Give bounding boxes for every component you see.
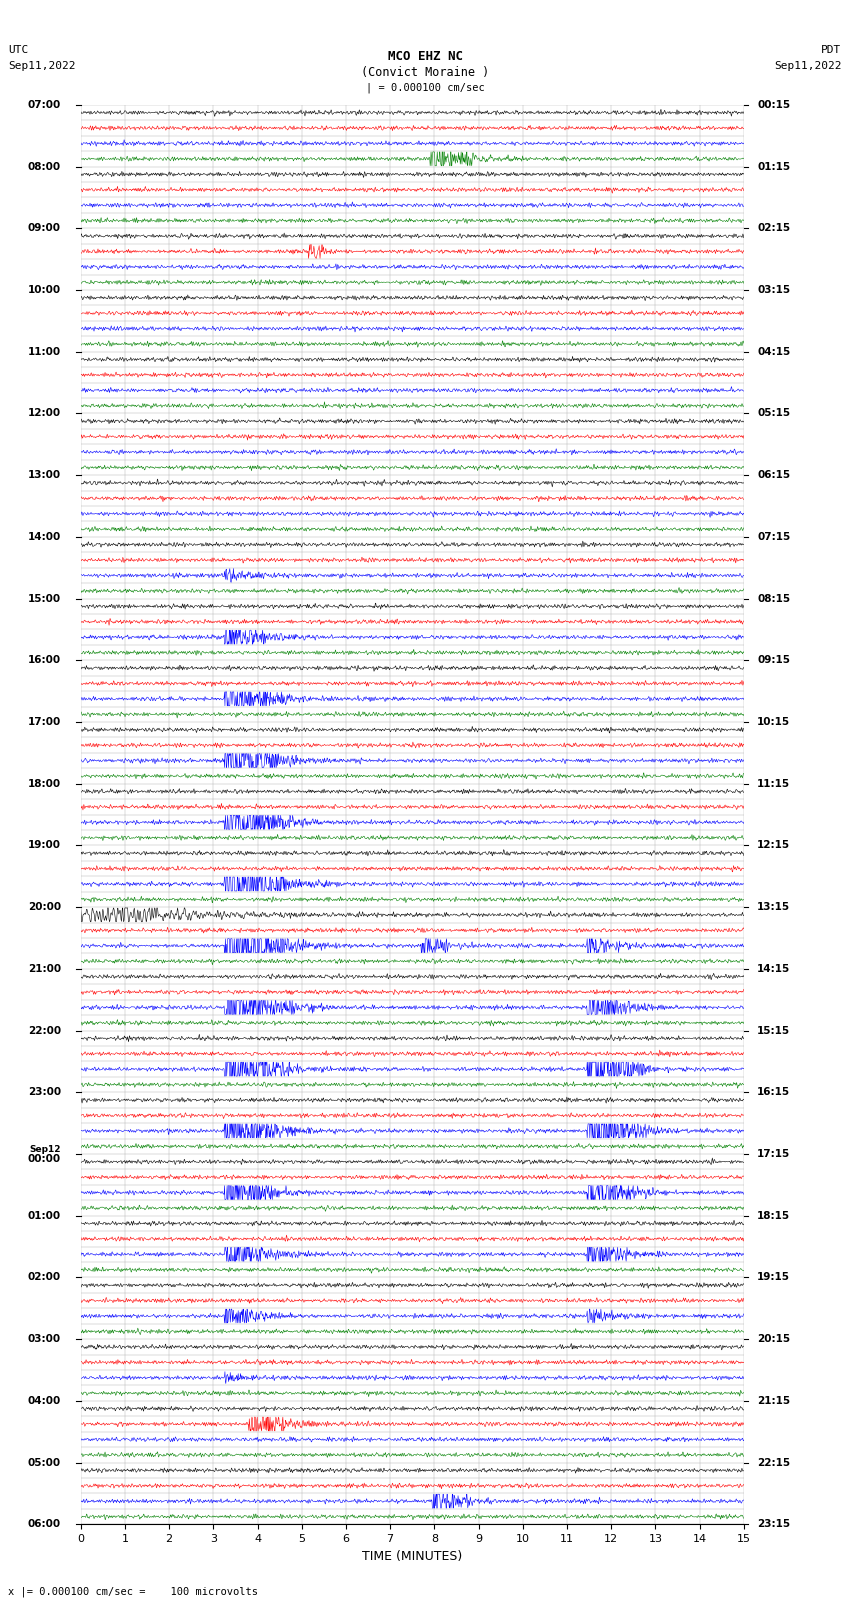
Text: PDT: PDT [821,45,842,55]
Text: 11:00: 11:00 [28,347,61,356]
Text: 09:00: 09:00 [28,223,61,234]
Text: 03:00: 03:00 [28,1334,61,1344]
Text: 01:00: 01:00 [28,1211,61,1221]
Text: 17:00: 17:00 [27,718,61,727]
Text: 13:15: 13:15 [757,902,790,911]
Text: 07:00: 07:00 [27,100,61,110]
Text: 14:00: 14:00 [27,532,61,542]
Text: 13:00: 13:00 [28,469,61,481]
Text: 22:00: 22:00 [28,1026,61,1036]
Text: 18:15: 18:15 [757,1211,790,1221]
Text: MCO EHZ NC: MCO EHZ NC [388,50,462,63]
Text: 04:15: 04:15 [757,347,790,356]
Text: 19:00: 19:00 [28,840,61,850]
Text: 15:00: 15:00 [28,594,61,603]
Text: 14:15: 14:15 [757,965,790,974]
Text: 16:00: 16:00 [28,655,61,665]
Text: x |= 0.000100 cm/sec =    100 microvolts: x |= 0.000100 cm/sec = 100 microvolts [8,1586,258,1597]
Text: 00:00: 00:00 [28,1153,61,1165]
Text: 11:15: 11:15 [757,779,790,789]
Text: 17:15: 17:15 [757,1148,790,1160]
Text: Sep12: Sep12 [30,1145,61,1153]
Text: 05:15: 05:15 [757,408,790,418]
Text: 06:15: 06:15 [757,469,790,481]
Text: 07:15: 07:15 [757,532,790,542]
Text: 23:00: 23:00 [28,1087,61,1097]
Text: 19:15: 19:15 [757,1273,790,1282]
Text: 20:00: 20:00 [28,902,61,911]
Text: 08:15: 08:15 [757,594,790,603]
Text: 15:15: 15:15 [757,1026,790,1036]
Text: (Convict Moraine ): (Convict Moraine ) [361,66,489,79]
Text: 22:15: 22:15 [757,1458,790,1468]
Text: | = 0.000100 cm/sec: | = 0.000100 cm/sec [366,82,484,94]
Text: 12:00: 12:00 [28,408,61,418]
Text: 10:00: 10:00 [28,286,61,295]
Text: 20:15: 20:15 [757,1334,790,1344]
Text: 00:15: 00:15 [757,100,790,110]
Text: 09:15: 09:15 [757,655,790,665]
Text: 01:15: 01:15 [757,161,790,171]
Text: 05:00: 05:00 [28,1458,61,1468]
Text: 08:00: 08:00 [28,161,61,171]
Text: 04:00: 04:00 [27,1395,61,1407]
Text: 23:15: 23:15 [757,1519,790,1529]
Text: 02:00: 02:00 [28,1273,61,1282]
Text: Sep11,2022: Sep11,2022 [774,61,842,71]
Text: 18:00: 18:00 [28,779,61,789]
Text: 16:15: 16:15 [757,1087,790,1097]
Text: UTC: UTC [8,45,29,55]
Text: 06:00: 06:00 [28,1519,61,1529]
Text: 03:15: 03:15 [757,286,790,295]
X-axis label: TIME (MINUTES): TIME (MINUTES) [362,1550,462,1563]
Text: 10:15: 10:15 [757,718,790,727]
Text: 21:00: 21:00 [28,965,61,974]
Text: 21:15: 21:15 [757,1395,790,1407]
Text: 12:15: 12:15 [757,840,790,850]
Text: Sep11,2022: Sep11,2022 [8,61,76,71]
Text: 02:15: 02:15 [757,223,790,234]
